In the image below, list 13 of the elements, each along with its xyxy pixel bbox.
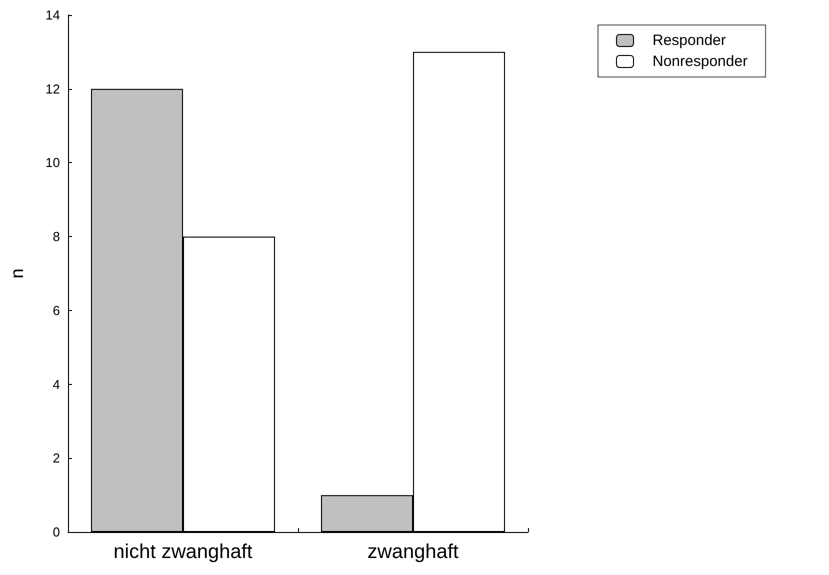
y-tick-label: 8 — [52, 229, 60, 244]
y-tick-label: 14 — [46, 8, 60, 22]
y-tick-label: 0 — [52, 524, 60, 540]
y-tick-label: 6 — [52, 302, 60, 318]
x-tick-label: nicht zwanghaft — [114, 541, 253, 563]
y-axis-title: n — [7, 268, 27, 279]
legend-label: Nonresponder — [652, 53, 748, 70]
y-tick-label: 4 — [52, 376, 60, 392]
y-tick-label: 2 — [52, 450, 60, 466]
y-tick-label: 10 — [46, 155, 60, 170]
legend-label: Responder — [652, 32, 726, 49]
x-tick-label: zwanghaft — [367, 541, 460, 563]
y-tick-label: 12 — [46, 81, 60, 96]
